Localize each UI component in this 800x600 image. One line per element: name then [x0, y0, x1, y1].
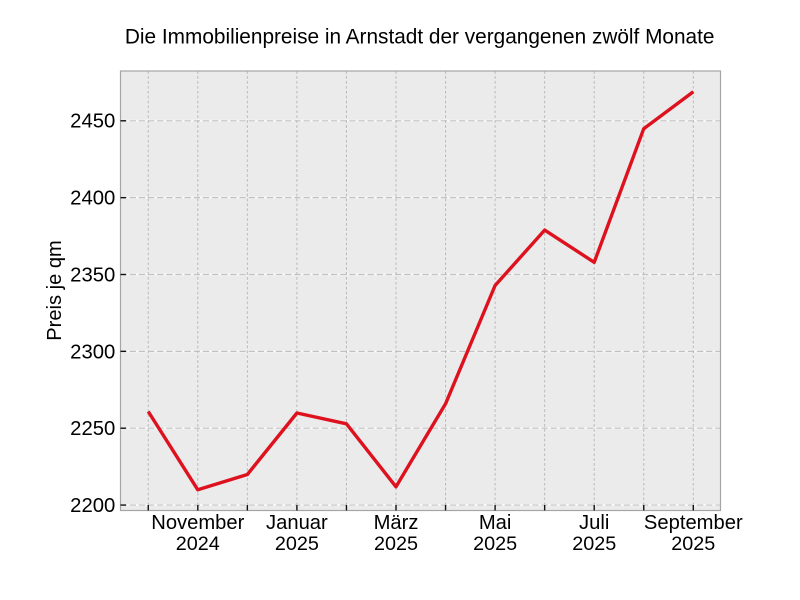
svg-text:Juli: Juli	[579, 512, 609, 534]
svg-text:2025: 2025	[572, 533, 616, 555]
svg-text:2024: 2024	[176, 533, 220, 555]
svg-text:Januar: Januar	[266, 512, 328, 534]
svg-text:2450: 2450	[70, 111, 115, 133]
svg-text:März: März	[374, 512, 419, 534]
svg-text:2200: 2200	[70, 495, 115, 517]
svg-text:Mai: Mai	[479, 512, 512, 534]
svg-text:November: November	[151, 512, 244, 534]
svg-text:September: September	[644, 512, 743, 534]
svg-text:2300: 2300	[70, 341, 115, 363]
svg-text:2350: 2350	[70, 264, 115, 286]
svg-text:2025: 2025	[374, 533, 418, 555]
svg-text:2250: 2250	[70, 418, 115, 440]
svg-text:Preis je qm: Preis je qm	[44, 240, 66, 341]
svg-text:2025: 2025	[275, 533, 319, 555]
svg-text:2025: 2025	[671, 533, 715, 555]
svg-text:2400: 2400	[70, 188, 115, 210]
svg-text:Die Immobilienpreise in Arnsta: Die Immobilienpreise in Arnstadt der ver…	[125, 25, 715, 48]
svg-text:2025: 2025	[473, 533, 517, 555]
